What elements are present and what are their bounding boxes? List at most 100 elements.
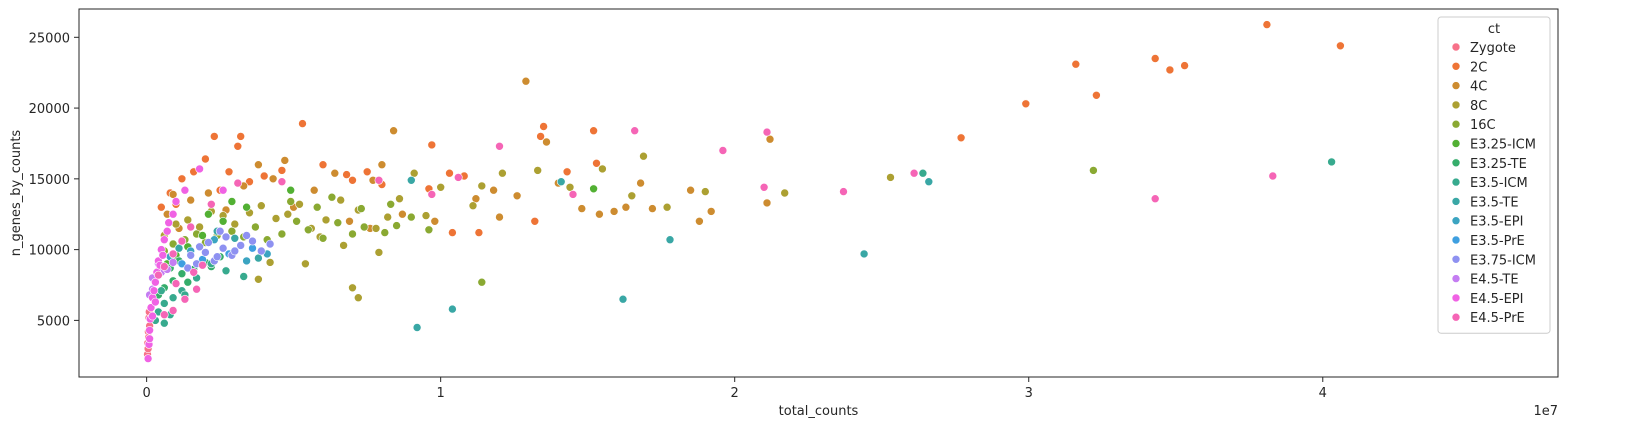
data-point <box>186 251 195 260</box>
data-point <box>218 185 228 195</box>
data-point <box>160 318 169 328</box>
data-point <box>562 167 572 177</box>
data-point <box>164 218 173 227</box>
data-point <box>204 209 213 219</box>
data-point <box>143 354 153 363</box>
data-point <box>589 184 598 194</box>
x-tick-label: 3 <box>1025 386 1033 401</box>
data-point <box>333 218 343 227</box>
data-point <box>1021 99 1031 109</box>
data-point <box>621 202 631 212</box>
legend-label: E4.5-TE <box>1470 273 1519 288</box>
data-point <box>180 294 190 304</box>
data-point <box>427 140 437 150</box>
legend-box <box>1437 16 1551 334</box>
data-point <box>618 294 628 304</box>
data-point <box>662 202 672 212</box>
data-point <box>180 185 190 195</box>
data-point <box>592 159 601 168</box>
data-point <box>406 176 416 185</box>
data-point <box>412 323 422 332</box>
data-point <box>221 232 231 242</box>
plot-frame <box>78 8 1559 378</box>
legend-title: ct <box>1488 22 1500 37</box>
data-point <box>909 168 919 178</box>
legend-marker <box>1451 62 1461 71</box>
data-point <box>495 212 504 222</box>
data-point <box>362 167 372 177</box>
data-point <box>151 277 160 287</box>
data-point <box>1327 157 1336 167</box>
data-point <box>356 204 366 213</box>
data-point <box>171 279 181 288</box>
y-tick-label: 10000 <box>29 244 70 259</box>
data-point <box>256 246 266 256</box>
data-point <box>477 181 487 191</box>
data-point <box>339 241 348 250</box>
data-point <box>277 177 287 186</box>
data-point <box>359 222 369 232</box>
data-point <box>145 334 154 344</box>
data-point <box>924 177 934 186</box>
legend-marker <box>1451 177 1461 187</box>
data-point <box>186 195 195 205</box>
legend-marker <box>1451 216 1461 225</box>
data-point <box>157 286 166 296</box>
legend-marker <box>1451 81 1461 90</box>
y-tick-label: 25000 <box>29 31 70 46</box>
data-point <box>160 262 169 271</box>
legend-label: E3.5-EPI <box>1470 215 1523 230</box>
data-point <box>245 177 254 186</box>
data-point <box>160 299 169 308</box>
legend-items: Zygote 2C 4C 8C 16C E3.25-ICM E3.25-TE E3.5-ICM… <box>1451 41 1536 326</box>
legend-label: Zygote <box>1470 41 1516 56</box>
data-point <box>380 228 390 237</box>
data-point <box>395 194 404 203</box>
y-tick-label: 20000 <box>29 102 70 117</box>
data-point <box>318 160 328 169</box>
data-point <box>183 263 193 273</box>
legend-label: 4C <box>1470 80 1487 95</box>
legend-label: E4.5-EPI <box>1470 292 1523 307</box>
data-point <box>298 119 307 128</box>
data-point <box>312 202 322 212</box>
x-tick-label: 1 <box>437 386 445 401</box>
data-point <box>533 166 543 175</box>
legend-label: E3.5-TE <box>1470 195 1519 210</box>
data-point <box>251 222 260 232</box>
data-point <box>598 164 607 174</box>
data-point <box>227 197 237 206</box>
data-point <box>342 170 351 179</box>
data-point <box>859 249 869 259</box>
data-point <box>445 168 454 178</box>
data-point <box>353 293 363 303</box>
points-layer <box>143 20 1345 363</box>
data-point <box>303 225 313 235</box>
data-point <box>207 200 216 209</box>
data-point <box>427 190 437 199</box>
data-point <box>636 178 645 188</box>
data-point <box>406 212 416 222</box>
data-point <box>762 198 772 208</box>
data-point <box>468 201 478 210</box>
x-axis-offset-label: 1e7 <box>1533 404 1558 419</box>
data-point <box>648 204 657 213</box>
data-point <box>236 241 245 250</box>
data-point <box>195 164 204 174</box>
x-tick-label: 0 <box>142 386 150 401</box>
data-point <box>348 229 357 239</box>
data-point <box>177 259 187 269</box>
data-point <box>409 168 419 178</box>
data-point <box>448 304 457 314</box>
legend-label: E3.75-ICM <box>1470 253 1536 268</box>
data-point <box>398 209 407 219</box>
data-point <box>700 187 710 196</box>
x-tick-label: 2 <box>731 386 739 401</box>
data-point <box>230 219 240 229</box>
data-point <box>210 132 219 141</box>
legend-marker <box>1451 100 1461 110</box>
data-point <box>1336 41 1345 51</box>
data-point <box>265 258 275 267</box>
legend-label: 2C <box>1470 60 1487 75</box>
